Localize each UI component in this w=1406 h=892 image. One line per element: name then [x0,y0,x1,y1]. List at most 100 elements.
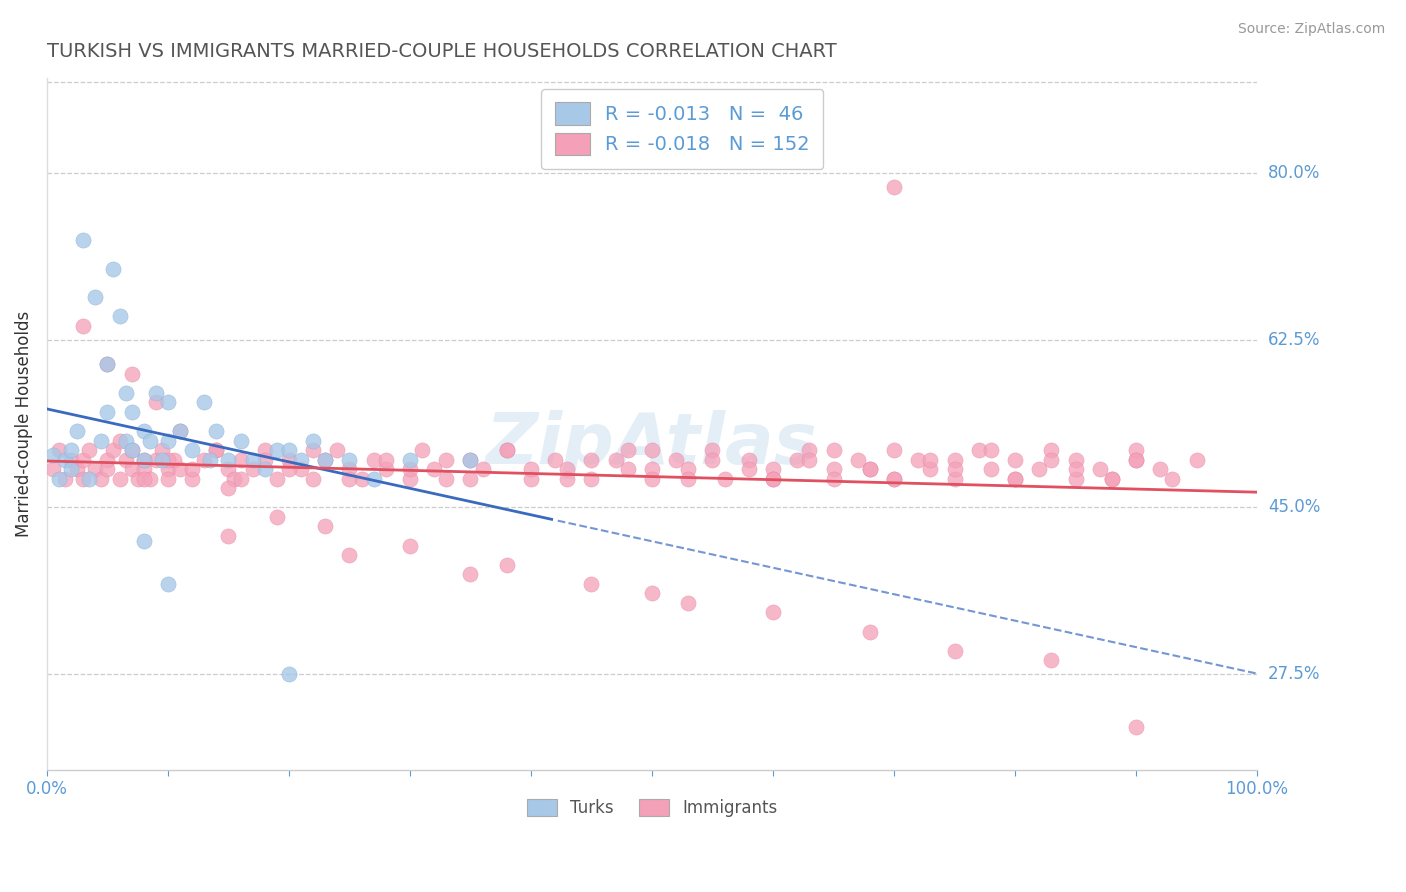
Text: 27.5%: 27.5% [1268,665,1320,683]
Point [48,443,70,458]
Point [108,472,131,486]
Point [193,452,215,467]
Point [277,443,299,458]
Point [1040,653,1063,667]
Point [150,443,173,458]
Point [132,452,155,467]
Point [1028,462,1050,476]
Point [641,472,664,486]
Point [339,452,361,467]
Point [290,462,312,476]
Point [217,452,239,467]
Point [943,472,966,486]
Point [846,452,869,467]
Text: 62.5%: 62.5% [1268,331,1320,350]
Point [678,472,700,486]
Point [132,472,155,486]
Point [326,443,349,458]
Point [460,452,482,467]
Point [434,472,457,486]
Point [702,452,724,467]
Point [156,452,179,467]
Point [229,452,252,467]
Point [859,462,882,476]
Point [200,452,222,467]
Point [139,434,162,448]
Point [121,462,143,476]
Point [48,472,70,486]
Point [302,434,325,448]
Point [302,443,325,458]
Point [641,586,664,600]
Point [1125,452,1147,467]
Point [920,462,942,476]
Point [555,472,578,486]
Y-axis label: Married-couple Households: Married-couple Households [15,310,32,537]
Point [132,462,155,476]
Point [495,443,517,458]
Point [1125,443,1147,458]
Point [132,424,155,438]
Point [460,472,482,486]
Point [217,529,239,543]
Point [53,472,76,486]
Point [762,606,785,620]
Point [678,596,700,610]
Point [495,443,517,458]
Point [277,667,299,681]
Point [314,519,336,533]
Point [156,462,179,476]
Point [581,472,603,486]
Point [114,434,136,448]
Point [96,405,118,419]
Point [108,310,131,324]
Point [277,452,299,467]
Point [1149,462,1171,476]
Point [205,443,228,458]
Point [169,462,191,476]
Point [121,443,143,458]
Point [617,462,640,476]
Point [121,367,143,381]
Point [121,443,143,458]
Point [374,462,396,476]
Point [266,443,288,458]
Point [581,452,603,467]
Point [943,643,966,657]
Point [96,357,118,371]
Point [156,434,179,448]
Point [786,452,808,467]
Text: 45.0%: 45.0% [1268,499,1320,516]
Point [72,318,94,333]
Point [72,472,94,486]
Point [920,452,942,467]
Point [1064,472,1087,486]
Point [145,452,167,467]
Point [205,443,228,458]
Point [1004,472,1026,486]
Point [77,443,100,458]
Point [229,434,252,448]
Point [84,462,107,476]
Point [399,462,422,476]
Point [762,472,785,486]
Point [1040,443,1063,458]
Point [399,472,422,486]
Text: 80.0%: 80.0% [1268,164,1320,182]
Point [1004,452,1026,467]
Point [581,576,603,591]
Point [943,452,966,467]
Point [374,452,396,467]
Point [738,452,761,467]
Point [762,462,785,476]
Point [617,443,640,458]
Point [520,472,543,486]
Point [339,548,361,562]
Point [823,472,845,486]
Point [277,462,299,476]
Point [460,567,482,582]
Point [150,452,173,467]
Point [145,385,167,400]
Point [60,443,83,458]
Point [907,452,929,467]
